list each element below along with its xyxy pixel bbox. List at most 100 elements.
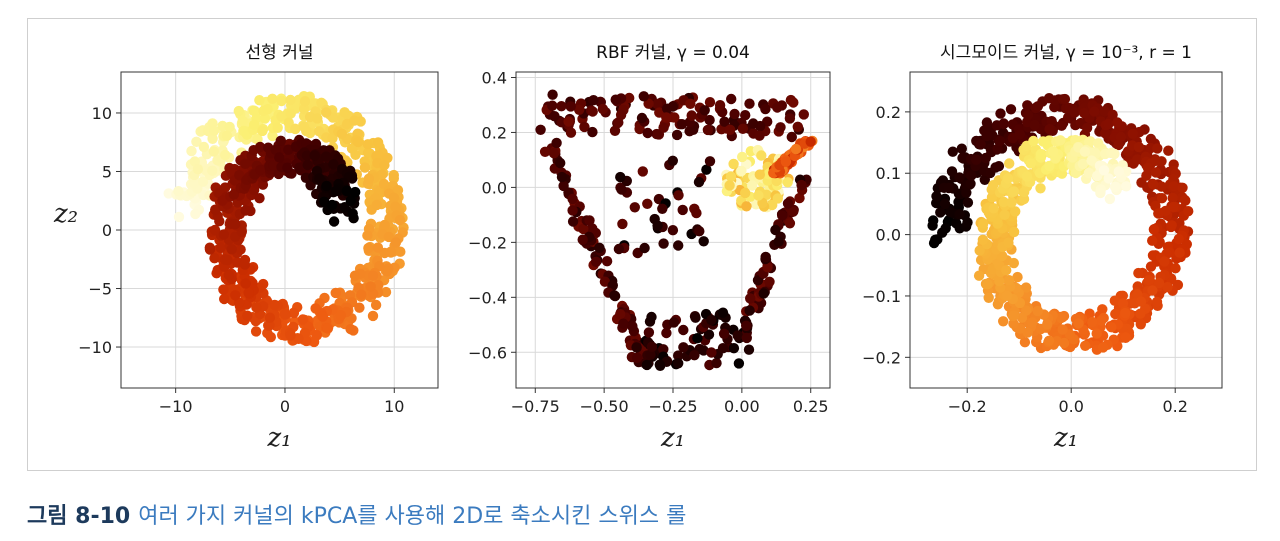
scatter-point [326,199,338,211]
scatter-point [249,119,260,130]
scatter-point [1152,143,1163,154]
scatter-point [293,333,304,344]
scatter-point [362,147,374,158]
scatter-point [331,185,342,197]
scatter-point [956,143,967,154]
scatter-point [927,220,938,231]
scatter-point [322,323,334,334]
scatter-point [760,103,771,115]
scatter-point [584,215,595,226]
chart-2: −0.75 −0.50 −0.25 0.00 0.25 −0.6 −0.4 −0.2 0.0 0.… [468,43,831,453]
scatter-point [805,136,816,147]
scatter-point [365,281,376,292]
scatter-point [993,161,1005,172]
scatter-point [285,108,296,119]
scatter-point [760,251,771,263]
scatter-point [1079,107,1090,119]
scatter-point [297,314,308,325]
scatter-point [1103,118,1114,130]
scatter-point [684,126,695,137]
scatter-point [1027,317,1038,328]
scatter-point [652,220,663,231]
scatter-point [1143,275,1155,286]
scatter-point [555,157,566,169]
scatter-point [777,210,788,221]
scatter-point [624,92,635,104]
scatter-point [311,330,323,341]
scatter-point [741,332,752,344]
scatter-point [1112,117,1123,128]
scatter-point [1115,131,1127,143]
scatter-point [341,185,352,197]
scatter-point [661,327,672,339]
scatter-point [673,358,684,369]
scatter-point [615,171,626,183]
scatter-point [627,321,638,332]
scatter-point [610,94,621,105]
x-tick-label: 0.25 [793,397,829,416]
scatter-point [1025,158,1036,169]
scatter-point [539,146,551,157]
scatter-point [587,106,598,117]
scatter-point [639,242,650,254]
scatter-point [609,290,620,301]
scatter-point [1162,281,1173,293]
scatter-point [218,229,229,240]
scatter-point [1055,312,1067,324]
scatter-point [597,103,609,115]
caption-text: 여러 가지 커널의 kPCA를 사용해 2D로 축소시킨 스위스 롤 [138,504,687,529]
scatter-point [1107,109,1118,120]
scatter-point [761,189,772,200]
scatter-point [283,117,294,128]
scatter-point [390,201,401,212]
scatter-point [1117,290,1129,301]
scatter-point [1148,224,1160,235]
scatter-point [740,110,751,121]
scatter-point [601,256,613,267]
scatter-point [642,127,653,139]
scatter-point [362,139,374,150]
scatter-point [558,180,569,192]
scatter-point [565,127,577,138]
scatter-point [995,135,1006,147]
scatter-point [207,165,218,176]
scatter-point [983,292,994,303]
scatter-point [363,173,375,184]
scatter-point [1135,308,1146,319]
scatter-point [685,98,696,110]
y-tick-label: 0.0 [482,178,507,197]
scatter-point [673,350,684,361]
scatter-point [1166,220,1177,231]
scatter-point [347,208,358,219]
scatter-point [294,162,305,173]
scatter-point [717,307,729,318]
scatter-point [744,98,755,109]
scatter-point [353,136,364,148]
scatter-point [383,231,395,243]
axes-frame [909,71,1223,389]
scatter-point [1008,226,1020,238]
scatter-point [786,131,797,143]
scatter-point [1010,206,1021,217]
scatter-point [274,152,285,163]
scatter-point [1113,139,1124,151]
scatter-point [1032,305,1044,317]
scatter-point [226,244,237,255]
x-tick-label: 0.0 [1058,397,1083,416]
scatter-point [250,326,262,337]
scatter-point [390,237,402,248]
scatter-point [190,208,201,220]
scatter-point [265,331,276,343]
scatter-point [388,192,400,203]
scatter-point [1087,316,1098,328]
x-tick-label: 0.00 [724,397,760,416]
scatter-point [667,225,679,236]
scatter-point [1104,193,1116,205]
scatter-point [1044,160,1055,172]
scatter-point [1001,265,1012,276]
scatter-point [977,234,989,245]
scatter-point [268,160,279,171]
scatter-point [1099,106,1110,117]
scatter-point [1035,183,1046,194]
scatter-point [615,309,626,320]
